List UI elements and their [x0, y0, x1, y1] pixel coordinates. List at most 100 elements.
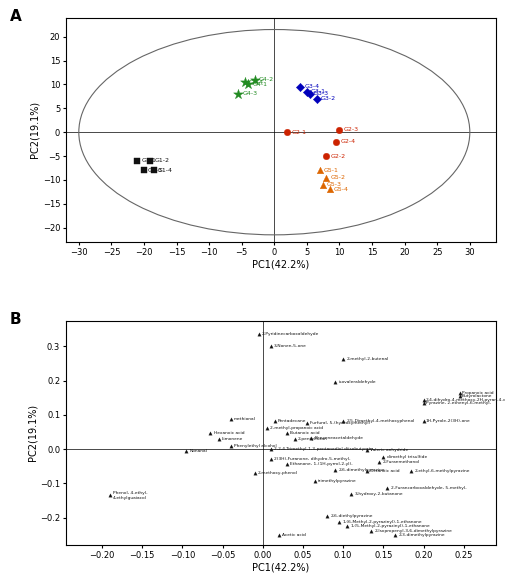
Text: Limonene: Limonene: [221, 437, 242, 441]
Point: [226, 442, 234, 451]
Point: [383, 484, 391, 493]
Text: 2-Furancarboxaldehyde, 5-methyl-: 2-Furancarboxaldehyde, 5-methyl-: [390, 486, 466, 490]
Text: G4-4: G4-4: [248, 80, 264, 84]
Text: G3-4: G3-4: [304, 84, 319, 89]
Text: G2-4: G2-4: [339, 139, 355, 144]
Point: [455, 391, 463, 401]
Point: [331, 137, 339, 146]
Point: [282, 459, 290, 468]
Point: [266, 455, 274, 464]
Point: [290, 435, 298, 444]
Text: 1H-Pyrole-2(3H)-one: 1H-Pyrole-2(3H)-one: [425, 419, 470, 423]
Point: [363, 445, 371, 455]
Point: [338, 416, 346, 425]
Text: G5-4: G5-4: [333, 187, 348, 192]
Text: 2-methyl-propanoic acid: 2-methyl-propanoic acid: [270, 426, 323, 430]
Text: G2-3: G2-3: [343, 127, 358, 132]
Point: [206, 428, 214, 437]
Point: [319, 180, 327, 189]
Text: G2-1: G2-1: [291, 130, 306, 135]
Point: [146, 156, 154, 165]
Text: G1-2: G1-2: [154, 158, 169, 163]
Point: [322, 173, 330, 182]
Point: [367, 526, 375, 535]
Text: G3-3: G3-3: [314, 91, 329, 97]
Text: 2(3H)-Furanone, dihydro-5-methyl-: 2(3H)-Furanone, dihydro-5-methyl-: [273, 457, 350, 461]
Text: Acetic acid: Acetic acid: [281, 533, 306, 537]
Text: Butanoic acid: Butanoic acid: [289, 431, 319, 435]
Text: 2-Isopropenyl-3,6-dimethylpyrazine: 2-Isopropenyl-3,6-dimethylpyrazine: [374, 529, 451, 533]
Text: 2-ethyl-6-methylpyrazine: 2-ethyl-6-methylpyrazine: [414, 469, 469, 473]
Point: [266, 445, 274, 454]
Text: Propanoic acid: Propanoic acid: [461, 390, 493, 394]
Point: [133, 156, 141, 165]
Point: [419, 399, 427, 408]
Point: [419, 396, 427, 405]
Point: [375, 458, 383, 467]
Point: [312, 94, 320, 104]
X-axis label: PC1(42.2%): PC1(42.2%): [251, 563, 309, 573]
Point: [226, 414, 234, 424]
Point: [106, 490, 114, 500]
X-axis label: PC1(42.2%): PC1(42.2%): [251, 260, 309, 270]
Text: 2-methyl-2-butenal: 2-methyl-2-butenal: [345, 357, 388, 362]
Point: [407, 466, 415, 475]
Point: [455, 388, 463, 397]
Point: [262, 423, 270, 432]
Text: Valeric anhydride: Valeric anhydride: [370, 448, 408, 452]
Text: Benzeneacetaldehyde: Benzeneacetaldehyde: [314, 436, 363, 440]
Text: 2,3-dimethylpyrazine: 2,3-dimethylpyrazine: [398, 533, 444, 537]
Text: trimethylpyrazine: trimethylpyrazine: [318, 479, 356, 483]
Text: 2,2,4-Trimethyl-1,3-pentanediol diisobutyrate: 2,2,4-Trimethyl-1,3-pentanediol diisobut…: [273, 447, 372, 451]
Text: 3-Nonen-5-one: 3-Nonen-5-one: [273, 343, 306, 347]
Text: dimethyl trisulfide: dimethyl trisulfide: [386, 455, 426, 459]
Point: [363, 466, 371, 475]
Point: [379, 452, 387, 461]
Text: Pentadecane: Pentadecane: [277, 419, 306, 423]
Point: [335, 125, 343, 134]
Point: [346, 489, 355, 498]
Text: methional: methional: [233, 417, 255, 421]
Text: Butyrolactone: Butyrolactone: [461, 394, 492, 398]
Text: G4-1: G4-1: [251, 82, 267, 87]
Text: G4-3: G4-3: [242, 91, 257, 97]
Point: [283, 128, 291, 137]
Point: [140, 166, 148, 175]
Point: [322, 511, 330, 520]
Text: 3-hydroxy-2-butanone: 3-hydroxy-2-butanone: [354, 492, 402, 496]
Point: [302, 87, 311, 96]
Text: Octanoic acid: Octanoic acid: [370, 469, 399, 473]
Text: Ethanone, 1-(1H-pyrrol-2-yl)-: Ethanone, 1-(1H-pyrrol-2-yl)-: [289, 462, 352, 466]
Text: Phenol, 4-ethyl-
4-ethylguaiacol: Phenol, 4-ethyl- 4-ethylguaiacol: [113, 491, 147, 500]
Text: G5-1: G5-1: [323, 168, 338, 173]
Point: [234, 89, 242, 98]
Text: 1-(5-Methyl-2-pyrazinyl)-1-ethanone: 1-(5-Methyl-2-pyrazinyl)-1-ethanone: [349, 524, 429, 529]
Point: [240, 77, 248, 87]
Text: 2-Pyridinecarboxaldehyde: 2-Pyridinecarboxaldehyde: [262, 332, 319, 336]
Y-axis label: PC2(19.1%): PC2(19.1%): [27, 404, 37, 461]
Text: 2,5-Dimethyl-4-methoxyphenol: 2,5-Dimethyl-4-methoxyphenol: [345, 419, 414, 423]
Point: [338, 355, 346, 364]
Text: G2-2: G2-2: [330, 154, 345, 159]
Text: isovaleraldehyde: isovaleraldehyde: [338, 380, 375, 384]
Point: [322, 151, 330, 161]
Text: G3-2: G3-2: [320, 96, 335, 101]
Text: G1-4: G1-4: [158, 168, 172, 173]
Text: 1-(6-Methyl-2-pyrazinyl)-1-ethanone: 1-(6-Methyl-2-pyrazinyl)-1-ethanone: [342, 520, 421, 524]
Point: [419, 416, 427, 425]
Text: 2-pentylfuran: 2-pentylfuran: [297, 437, 327, 441]
Text: 2-methoxy-phenol: 2-methoxy-phenol: [258, 471, 297, 475]
Point: [334, 517, 342, 526]
Point: [254, 329, 262, 339]
Point: [330, 465, 338, 474]
Point: [307, 433, 315, 442]
Text: G5-2: G5-2: [330, 175, 345, 180]
Text: G4-2: G4-2: [258, 77, 273, 82]
Point: [270, 416, 278, 425]
Point: [390, 531, 398, 540]
Point: [302, 418, 311, 428]
Text: G1-3: G1-3: [147, 168, 163, 173]
Point: [330, 377, 338, 387]
Point: [311, 476, 319, 486]
Text: A: A: [10, 9, 22, 23]
